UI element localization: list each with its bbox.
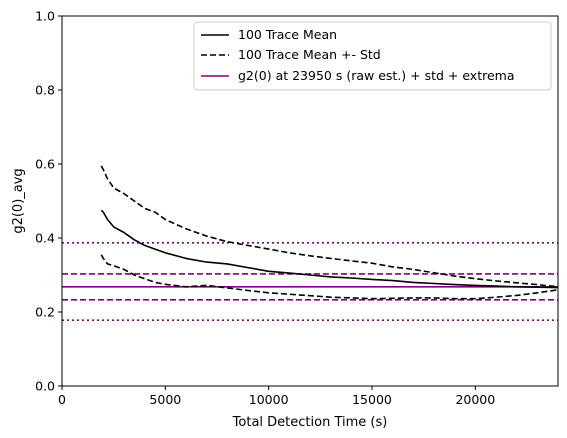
series-line-2	[100, 254, 559, 300]
legend-label-mean: 100 Trace Mean	[238, 27, 337, 42]
reference-lines	[62, 242, 558, 321]
x-axis-label: Total Detection Time (s)	[232, 415, 388, 430]
legend-label-reference: g2(0) at 23950 s (raw est.) + std + extr…	[238, 68, 515, 83]
x-tick-label: 5000	[149, 392, 181, 407]
series-line-0	[100, 209, 559, 289]
legend-label-std: 100 Trace Mean +- Std	[238, 47, 381, 62]
y-tick-label: 1.0	[35, 9, 55, 24]
x-tick-label: 10000	[249, 392, 289, 407]
y-axis-label: g2(0)_avg	[11, 168, 26, 233]
legend-box	[193, 21, 552, 91]
series-lines	[100, 165, 559, 300]
y-tick-label: 0.8	[35, 83, 55, 98]
x-tick-label: 0	[58, 392, 66, 407]
axis-ticks: 0 5000 10000 15000 20000 0.0 0.2 0.4 0.6 0.8 1.0	[35, 9, 495, 408]
x-tick-label: 15000	[352, 392, 392, 407]
y-tick-label: 0.4	[35, 231, 55, 246]
legend: 100 Trace Mean 100 Trace Mean +- Std g2(…	[193, 21, 552, 91]
x-tick-label: 20000	[455, 392, 495, 407]
y-tick-label: 0.6	[35, 157, 55, 172]
plot-frame	[61, 15, 559, 387]
y-tick-label: 0.2	[35, 305, 55, 320]
y-tick-label: 0.0	[35, 379, 55, 394]
series-line-1	[100, 165, 559, 288]
